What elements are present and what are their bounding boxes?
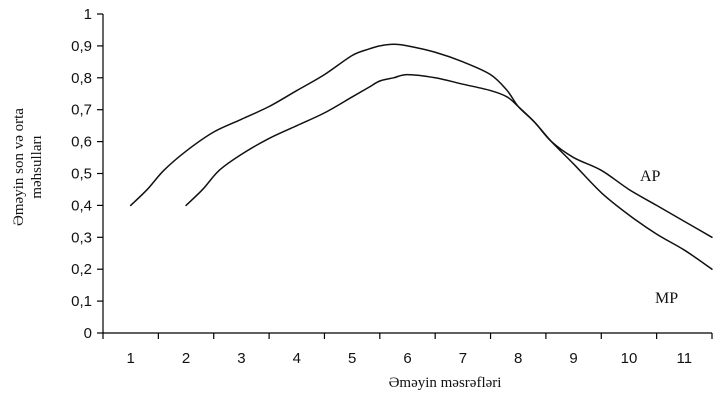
y-tick-label: 0,5: [71, 166, 92, 183]
series-line-ap: [131, 44, 712, 237]
y-tick-label: 0,8: [71, 70, 92, 87]
x-tick-label: 2: [182, 350, 190, 367]
y-axis-title-line2: məhsulları: [29, 135, 45, 198]
x-tick-label: 9: [569, 350, 577, 367]
y-tick-label: 0,6: [71, 134, 92, 151]
y-tick-label: 0,7: [71, 102, 92, 119]
x-tick-label: 5: [348, 350, 356, 367]
x-tick-label: 11: [677, 350, 693, 367]
x-axis-title: Əməyin məsrəfləri: [389, 375, 502, 391]
axes: [103, 14, 712, 333]
y-axis-title: Əməyin son və orta məhsulları: [11, 108, 45, 226]
series-line-mp: [186, 75, 712, 270]
x-tick-label: 3: [237, 350, 245, 367]
y-tick-label: 0,2: [71, 261, 92, 278]
x-tick-label: 7: [459, 350, 467, 367]
y-tick-label: 0: [84, 325, 92, 342]
x-tick-label: 6: [403, 350, 411, 367]
x-tick-label: 8: [514, 350, 522, 367]
series-label-ap: AP: [640, 168, 661, 185]
y-tick-label: 0,4: [71, 197, 92, 214]
y-tick-label: 1: [84, 6, 92, 23]
series-lines: [131, 44, 712, 269]
y-tick-label: 0,9: [71, 38, 92, 55]
y-axis-title-line1: Əməyin son və orta: [11, 108, 27, 226]
x-tick-label: 10: [621, 350, 638, 367]
y-tick-label: 0,1: [71, 293, 92, 310]
x-tick-label: 1: [127, 350, 135, 367]
y-ticks: 0 0,1 0,2 0,3 0,4 0,5 0,6 0,7 0,8 0,9 1: [71, 6, 103, 342]
series-label-mp: MP: [655, 290, 678, 307]
y-tick-label: 0,3: [71, 229, 92, 246]
x-ticks: 1 2 3 4 5 6 7 8 9 10 11: [103, 333, 712, 367]
x-tick-label: 4: [293, 350, 301, 367]
